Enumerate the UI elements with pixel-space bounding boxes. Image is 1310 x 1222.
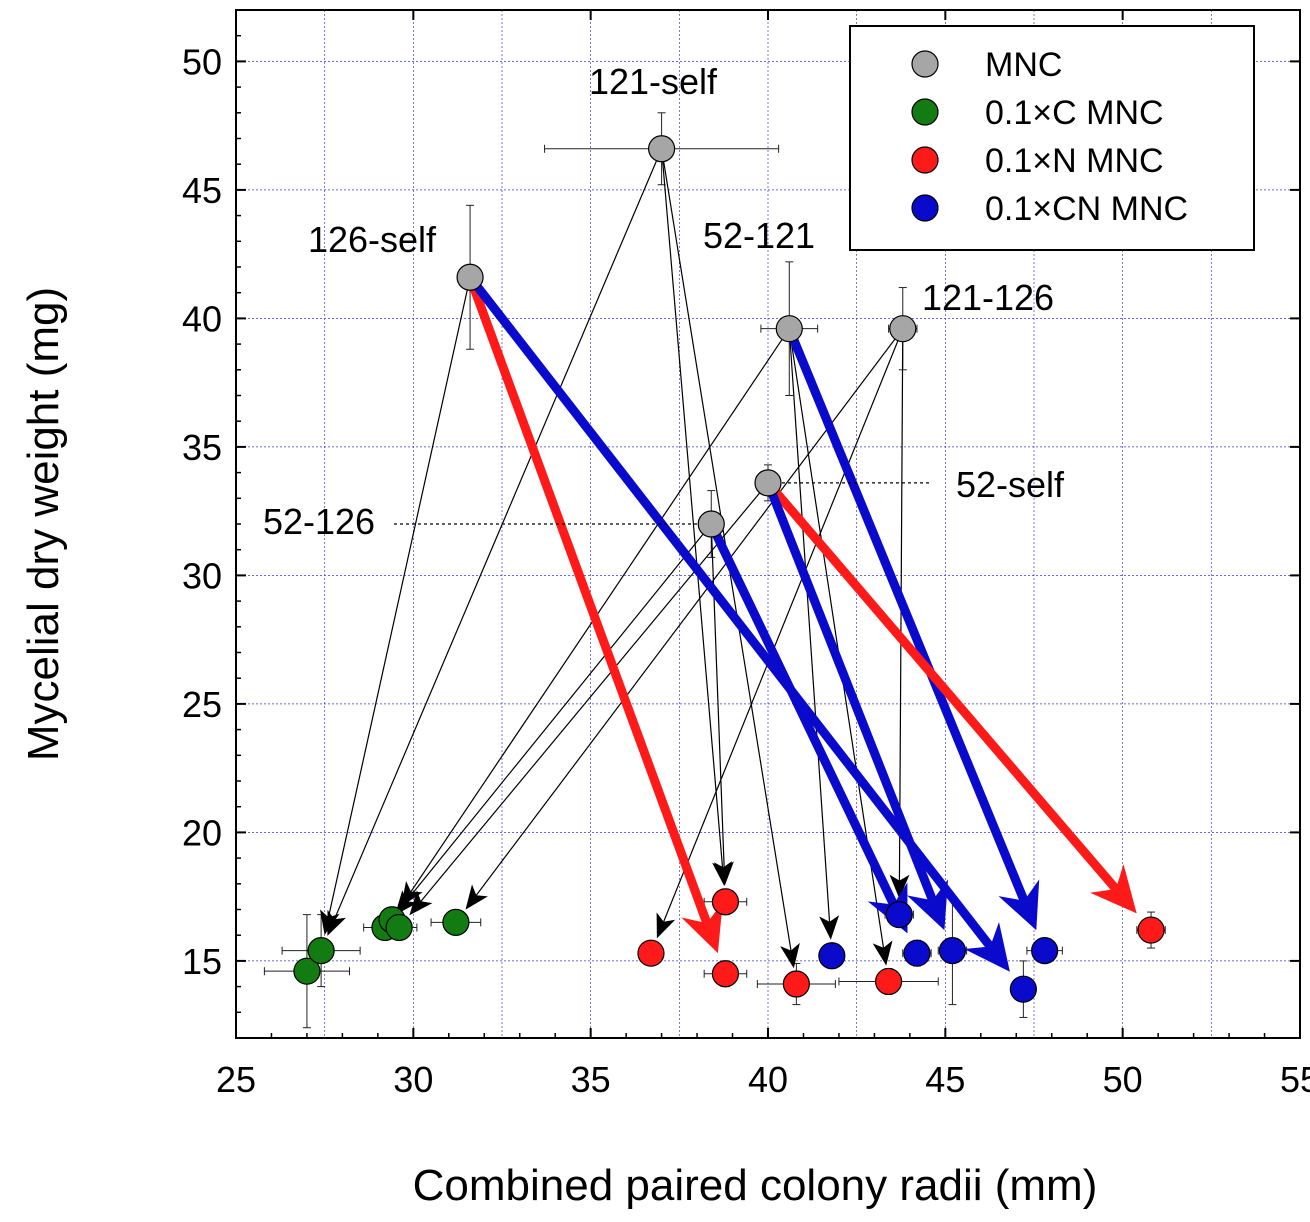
- thick-arrow-shaft: [764, 479, 1120, 892]
- x-tick-label: 50: [1103, 1059, 1143, 1100]
- legend-label: 0.1×C MNC: [985, 94, 1164, 132]
- y-tick-label: 30: [182, 555, 222, 596]
- thick-arrow-head: [998, 879, 1040, 931]
- thin-arrow-head: [656, 912, 676, 939]
- point-label-121-self: 121-self: [589, 61, 718, 102]
- data-point-cn-mnc: [818, 942, 846, 970]
- data-point-cn-mnc: [885, 901, 913, 929]
- data-point-mnc: [647, 135, 676, 163]
- thin-arrow-head: [819, 915, 840, 940]
- legend-label: MNC: [985, 46, 1062, 84]
- thick-arrow-shaft: [763, 481, 937, 903]
- x-tick-label: 45: [925, 1059, 965, 1100]
- thin-arrow-head: [872, 940, 893, 966]
- data-point-mnc: [775, 315, 803, 343]
- data-point-cn-mnc: [938, 937, 967, 965]
- x-tick-label: 30: [393, 1059, 433, 1100]
- x-tick-label: 40: [748, 1059, 788, 1100]
- thin-arrow-shaft: [663, 328, 904, 922]
- thin-arrow-shaft: [710, 523, 725, 868]
- thick-arrow-shaft: [707, 522, 898, 907]
- thick-arrow-head: [907, 879, 948, 931]
- thin-arrow-shaft: [410, 328, 790, 892]
- y-tick-label: 35: [182, 427, 222, 468]
- point-label-52-121: 52-121: [703, 215, 815, 256]
- thin-arrow-head: [780, 942, 800, 969]
- data-points: [293, 135, 1165, 1003]
- thin-arrow-shaft: [405, 523, 712, 902]
- data-point-c-mnc: [293, 957, 321, 985]
- legend-marker: [911, 98, 939, 126]
- data-point-c-mnc: [442, 908, 470, 936]
- thick-arrow-shaft: [465, 275, 712, 925]
- thin-arrow-head: [395, 890, 418, 915]
- thick-arrow-head: [681, 902, 723, 954]
- thin-arrow-shaft: [333, 148, 663, 920]
- x-tick-label: 55: [1280, 1059, 1310, 1100]
- data-point-n-mnc: [711, 888, 740, 916]
- x-tick-label: 35: [571, 1059, 611, 1100]
- thin-arrow-shaft: [788, 328, 831, 922]
- y-tick-label: 45: [182, 170, 222, 211]
- data-point-cn-mnc: [1009, 975, 1037, 1003]
- thin-arrow-shaft: [661, 148, 724, 868]
- point-label-52-126: 52-126: [263, 501, 375, 542]
- thick-arrow-head: [1090, 864, 1137, 914]
- data-point-c-mnc: [307, 937, 335, 965]
- point-label-121-126: 121-126: [922, 277, 1054, 318]
- legend-marker: [911, 146, 939, 174]
- data-point-n-mnc: [711, 960, 740, 988]
- legend-marker: [911, 50, 939, 78]
- thin-arrow-head: [409, 890, 433, 916]
- point-label-52-self: 52-self: [956, 464, 1065, 505]
- thin-arrow-head: [465, 884, 488, 910]
- grid-lines: [235, 10, 1301, 1038]
- y-axis-title: Mycelial dry weight (mg): [19, 287, 68, 761]
- thick-arrow-shaft: [785, 326, 1029, 903]
- data-point-n-mnc: [1137, 916, 1165, 944]
- y-tick-label: 15: [182, 941, 222, 982]
- data-point-mnc: [889, 315, 917, 343]
- legend-label: 0.1×CN MNC: [985, 190, 1188, 228]
- legend-label: 0.1×N MNC: [985, 142, 1164, 180]
- point-labels: 121-self 126-self 52-121 121-126 52-self 52-1…: [263, 61, 1065, 542]
- y-tick-label: 20: [182, 812, 222, 853]
- thin-arrow-shaft: [327, 277, 471, 918]
- y-tick-label: 40: [182, 298, 222, 339]
- x-tick-label: 25: [216, 1059, 256, 1100]
- thin-arrow-head: [889, 874, 910, 899]
- data-point-mnc: [754, 469, 782, 497]
- legend-marker: [911, 194, 939, 222]
- thin-arrow-shaft: [475, 328, 904, 896]
- x-axis-title: Combined paired colony radii (mm): [413, 1161, 1098, 1210]
- axis-ticks: 25 30 35 40 45 50 55 15 20 25 30 35 40 45 50: [182, 10, 1310, 1100]
- data-point-n-mnc: [637, 939, 665, 967]
- thick-arrow-head: [964, 922, 1010, 972]
- thin-arrow-shaft: [420, 482, 769, 902]
- data-point-c-mnc: [385, 913, 413, 942]
- data-point-n-mnc: [782, 970, 810, 998]
- y-tick-label: 25: [182, 684, 222, 725]
- data-point-cn-mnc: [1031, 937, 1059, 965]
- legend: MNC 0.1×C MNC 0.1×N MNC 0.1×CN MNC: [849, 25, 1255, 251]
- arrows: [320, 148, 1137, 972]
- thin-arrow-head: [320, 909, 340, 935]
- data-point-mnc: [456, 263, 484, 291]
- y-tick-label: 50: [182, 41, 222, 82]
- point-label-126-self: 126-self: [308, 219, 437, 260]
- data-point-mnc: [697, 510, 725, 538]
- data-point-cn-mnc: [903, 939, 931, 967]
- thin-arrow-head: [713, 861, 734, 886]
- data-point-n-mnc: [874, 967, 903, 996]
